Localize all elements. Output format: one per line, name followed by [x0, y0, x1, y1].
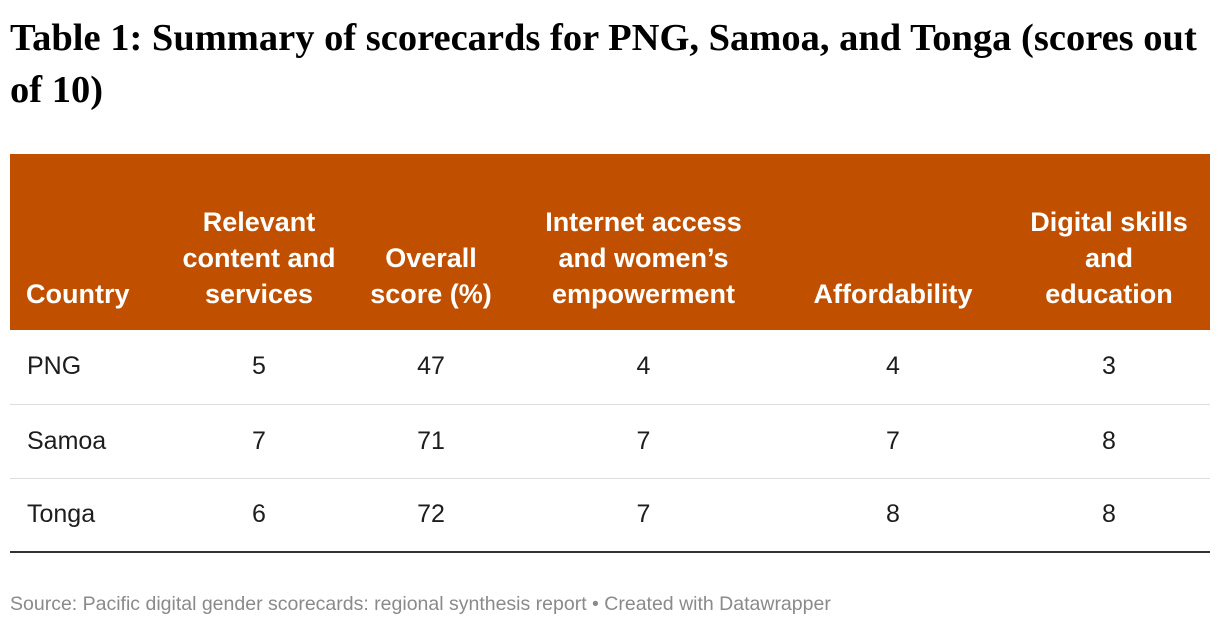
cell-digital-skills: 3: [1008, 330, 1210, 405]
column-header-country: Country: [26, 279, 130, 309]
cell-relevant-content: 6: [165, 478, 353, 553]
scorecard-table: Country Relevant content and services Ov…: [10, 154, 1210, 553]
cell-affordability: 4: [778, 330, 1008, 405]
source-note: Source: Pacific digital gender scorecard…: [10, 593, 831, 615]
table-title: Table 1: Summary of scorecards for PNG, …: [10, 17, 1197, 111]
table-row: Samoa 7 71 7 7 8: [10, 404, 1210, 479]
cell-relevant-content: 7: [165, 404, 353, 479]
cell-overall-score: 72: [353, 478, 509, 553]
cell-digital-skills: 8: [1008, 478, 1210, 553]
column-header-digital-skills: Digital skills and education: [1030, 207, 1188, 309]
column-header-overall-score: Overall score (%): [370, 243, 492, 309]
cell-internet-access: 7: [509, 478, 778, 553]
column-header-affordability: Affordability: [813, 279, 973, 309]
column-header-relevant-content: Relevant content and services: [182, 207, 336, 309]
table-header-row: Country Relevant content and services Ov…: [10, 154, 1210, 330]
cell-internet-access: 7: [509, 404, 778, 479]
cell-country: Tonga: [10, 478, 165, 553]
table-row: PNG 5 47 4 4 3: [10, 330, 1210, 405]
cell-relevant-content: 5: [165, 330, 353, 405]
cell-digital-skills: 8: [1008, 404, 1210, 479]
cell-overall-score: 47: [353, 330, 509, 405]
cell-country: PNG: [10, 330, 165, 405]
cell-internet-access: 4: [509, 330, 778, 405]
cell-country: Samoa: [10, 404, 165, 479]
column-header-internet-access: Internet access and women’s empowerment: [545, 207, 742, 309]
cell-affordability: 7: [778, 404, 1008, 479]
table-row: Tonga 6 72 7 8 8: [10, 478, 1210, 553]
cell-overall-score: 71: [353, 404, 509, 479]
cell-affordability: 8: [778, 478, 1008, 553]
